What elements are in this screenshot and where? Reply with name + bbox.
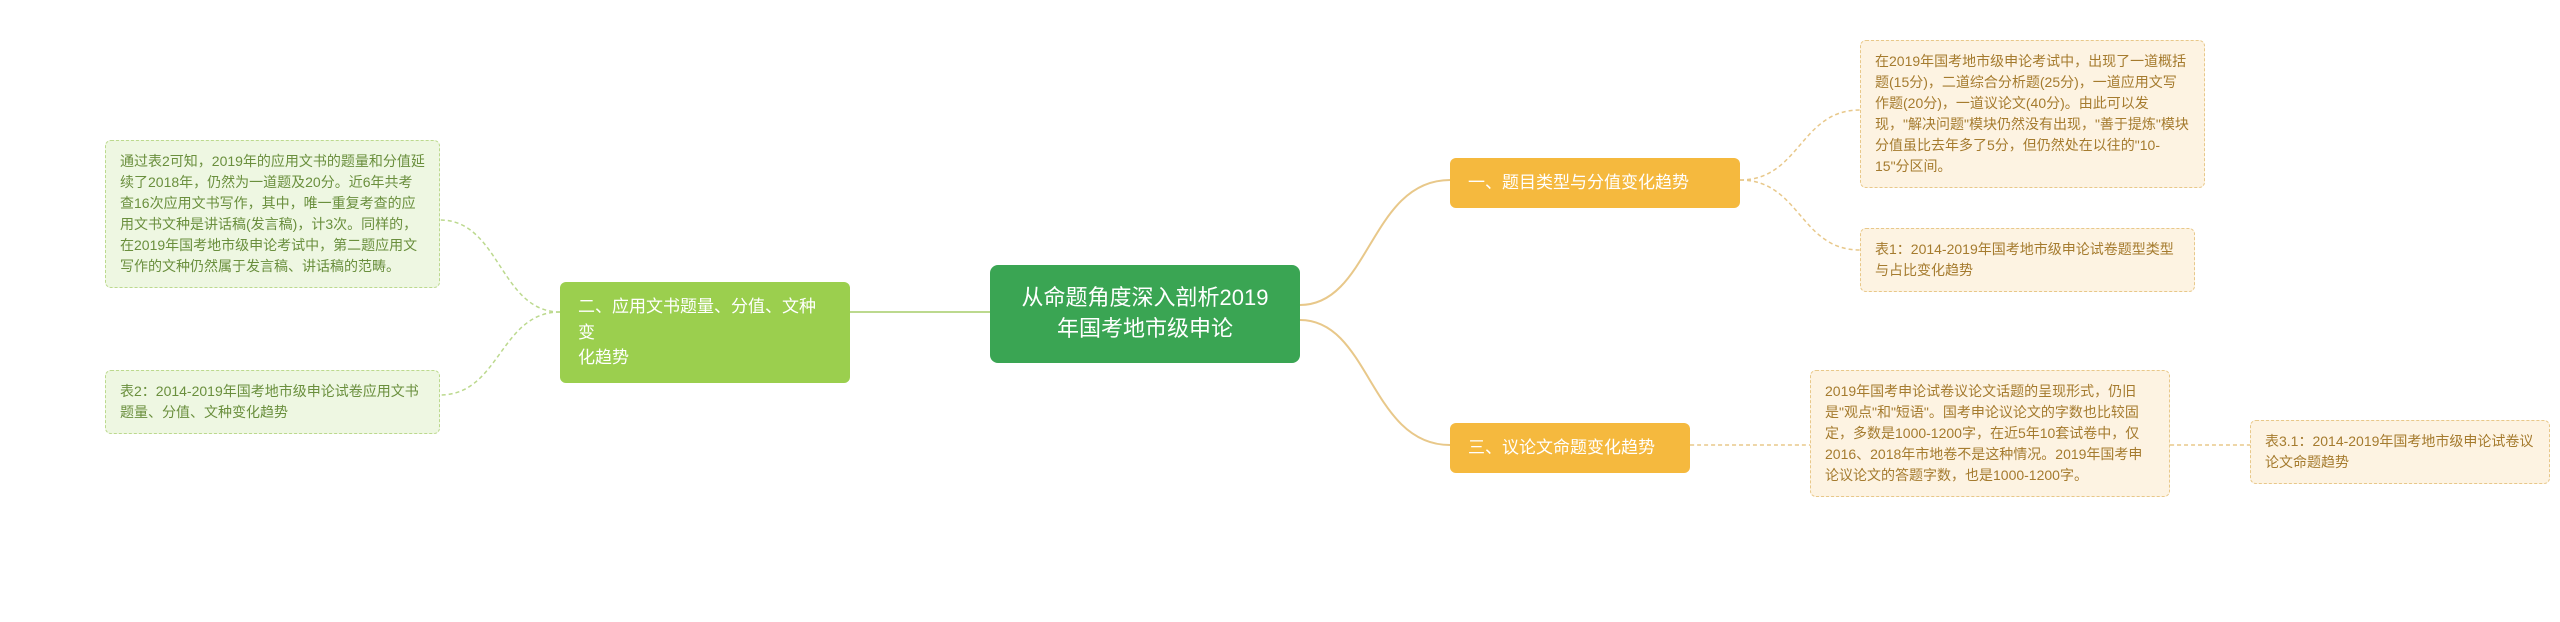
branch3-leaf2: 表3.1：2014-2019年国考地市级申论试卷议论文命题趋势	[2250, 420, 2550, 484]
branch-3: 三、议论文命题变化趋势	[1450, 423, 1690, 473]
branch-3-label: 三、议论文命题变化趋势	[1468, 438, 1655, 457]
branch1-leaf2: 表1：2014-2019年国考地市级申论试卷题型类型与占比变化趋势	[1860, 228, 2195, 292]
branch2-leaf2: 表2：2014-2019年国考地市级申论试卷应用文书题量、分值、文种变化趋势	[105, 370, 440, 434]
branch2-leaf1: 通过表2可知，2019年的应用文书的题量和分值延续了2018年，仍然为一道题及2…	[105, 140, 440, 288]
root-line1: 从命题角度深入剖析2019	[1012, 283, 1278, 314]
root-line2: 年国考地市级申论	[1012, 314, 1278, 345]
branch3-leaf1: 2019年国考申论试卷议论文话题的呈现形式，仍旧是"观点"和"短语"。国考申论议…	[1810, 370, 2170, 497]
root-node: 从命题角度深入剖析2019 年国考地市级申论	[990, 265, 1300, 363]
branch-2: 二、应用文书题量、分值、文种变 化趋势	[560, 282, 850, 383]
branch-1: 一、题目类型与分值变化趋势	[1450, 158, 1740, 208]
branch1-leaf1: 在2019年国考地市级申论考试中，出现了一道概括题(15分)，二道综合分析题(2…	[1860, 40, 2205, 188]
branch-2-label-line1: 二、应用文书题量、分值、文种变	[578, 294, 832, 345]
branch-2-label-line2: 化趋势	[578, 345, 832, 371]
branch-1-label: 一、题目类型与分值变化趋势	[1468, 173, 1689, 192]
